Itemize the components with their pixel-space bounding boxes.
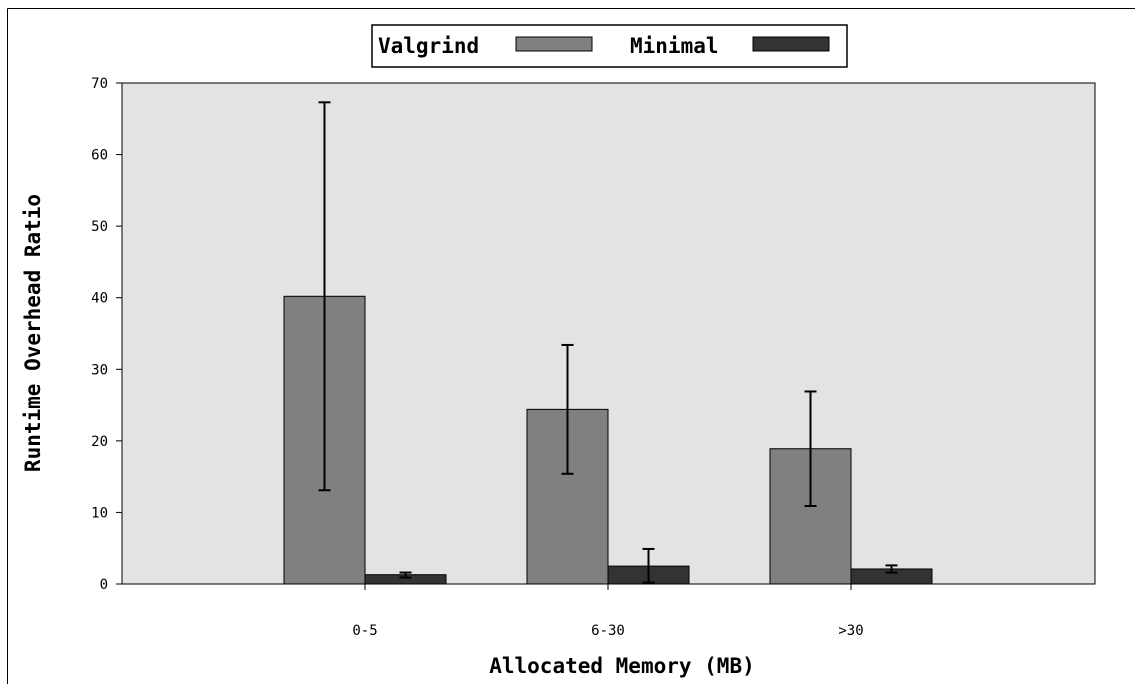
legend-swatch-valgrind [515,36,593,52]
y-tick-label: 0 [100,577,108,593]
y-tick-label: 50 [91,219,108,235]
x-tick-label: 6-30 [591,623,625,639]
error-bars-group [318,101,898,584]
x-axis-title: Allocated Memory (MB) [489,654,755,678]
legend-label-minimal: Minimal [630,34,719,58]
y-tick-label: 60 [91,148,108,164]
y-tick-label: 10 [91,505,108,521]
legend-swatch-minimal [752,36,830,52]
y-tick-label: 30 [91,362,108,378]
y-axis: 0 10 20 30 40 50 60 70 [91,76,122,593]
x-tick-label: 0-5 [352,623,377,639]
y-tick-label: 20 [91,434,108,450]
legend: Valgrind Minimal [371,24,848,68]
x-tick-label: >30 [838,623,863,639]
y-axis-title: Runtime Overhead Ratio [21,194,45,472]
y-tick-label: 70 [91,76,108,92]
legend-label-valgrind: Valgrind [378,34,479,58]
y-tick-label: 40 [91,291,108,307]
x-axis: 0-5 6-30 >30 [352,584,864,639]
